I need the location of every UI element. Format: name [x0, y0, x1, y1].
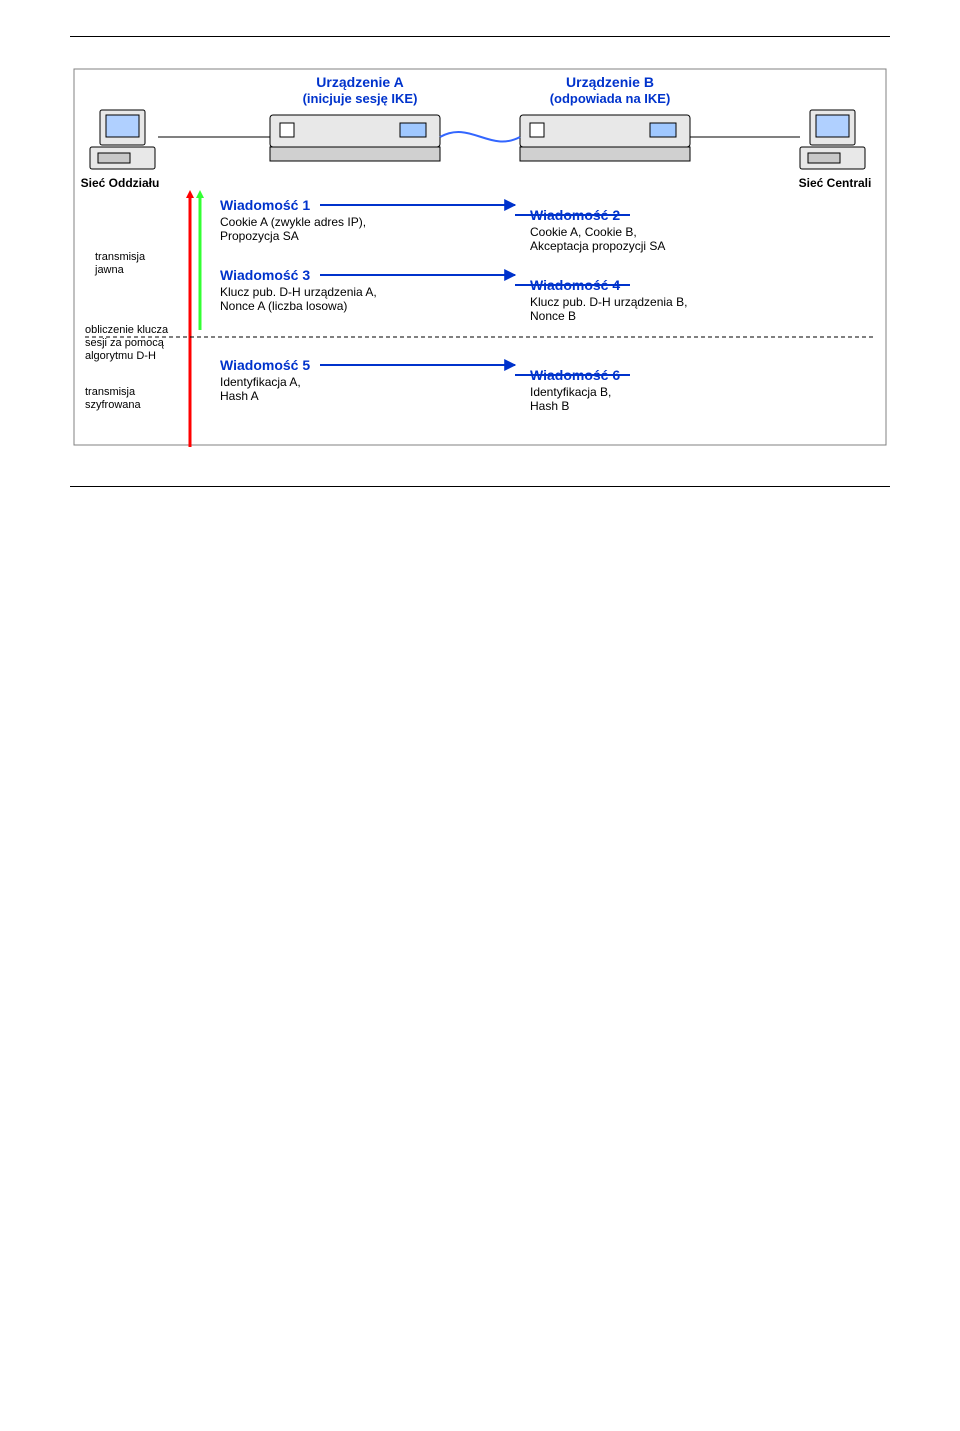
svg-text:Klucz pub. D-H urządzenia A,: Klucz pub. D-H urządzenia A,	[220, 285, 377, 299]
svg-text:sesji za pomocą: sesji za pomocą	[85, 337, 165, 349]
ike-diagram: Urządzenie A (inicjuje sesję IKE) Urządz…	[70, 65, 890, 450]
svg-text:Identyfikacja B,: Identyfikacja B,	[530, 385, 611, 399]
svg-text:Nonce A (liczba losowa): Nonce A (liczba losowa)	[220, 299, 347, 313]
svg-text:Wiadomość 3: Wiadomość 3	[220, 267, 310, 283]
svg-text:Sieć Centrali: Sieć Centrali	[799, 176, 872, 190]
svg-text:jawna: jawna	[94, 264, 125, 276]
footer-rule	[70, 486, 890, 487]
svg-text:(odpowiada na IKE): (odpowiada na IKE)	[550, 91, 671, 106]
svg-text:Nonce B: Nonce B	[530, 309, 576, 323]
svg-text:Identyfikacja A,: Identyfikacja A,	[220, 375, 301, 389]
svg-text:Hash A: Hash A	[220, 389, 259, 403]
svg-text:transmisja: transmisja	[85, 386, 136, 398]
svg-text:(inicjuje sesję IKE): (inicjuje sesję IKE)	[303, 91, 418, 106]
svg-text:Wiadomość 5: Wiadomość 5	[220, 357, 310, 373]
svg-text:Urządzenie A: Urządzenie A	[316, 74, 403, 90]
svg-text:Klucz pub. D-H urządzenia B,: Klucz pub. D-H urządzenia B,	[530, 295, 687, 309]
svg-text:Urządzenie B: Urządzenie B	[566, 74, 654, 90]
header-rule	[70, 36, 890, 37]
svg-text:Akceptacja propozycji SA: Akceptacja propozycji SA	[530, 239, 665, 253]
svg-text:Propozycja SA: Propozycja SA	[220, 229, 299, 243]
svg-text:szyfrowana: szyfrowana	[85, 399, 142, 411]
svg-text:obliczenie klucza: obliczenie klucza	[85, 324, 169, 336]
svg-text:algorytmu D-H: algorytmu D-H	[85, 350, 156, 362]
svg-text:Sieć Oddziału: Sieć Oddziału	[81, 176, 160, 190]
svg-text:Hash B: Hash B	[530, 399, 569, 413]
svg-text:Wiadomość 1: Wiadomość 1	[220, 197, 310, 213]
svg-text:Cookie A (zwykle adres IP),: Cookie A (zwykle adres IP),	[220, 215, 366, 229]
svg-text:transmisja: transmisja	[95, 251, 146, 263]
svg-text:Cookie A, Cookie B,: Cookie A, Cookie B,	[530, 225, 637, 239]
